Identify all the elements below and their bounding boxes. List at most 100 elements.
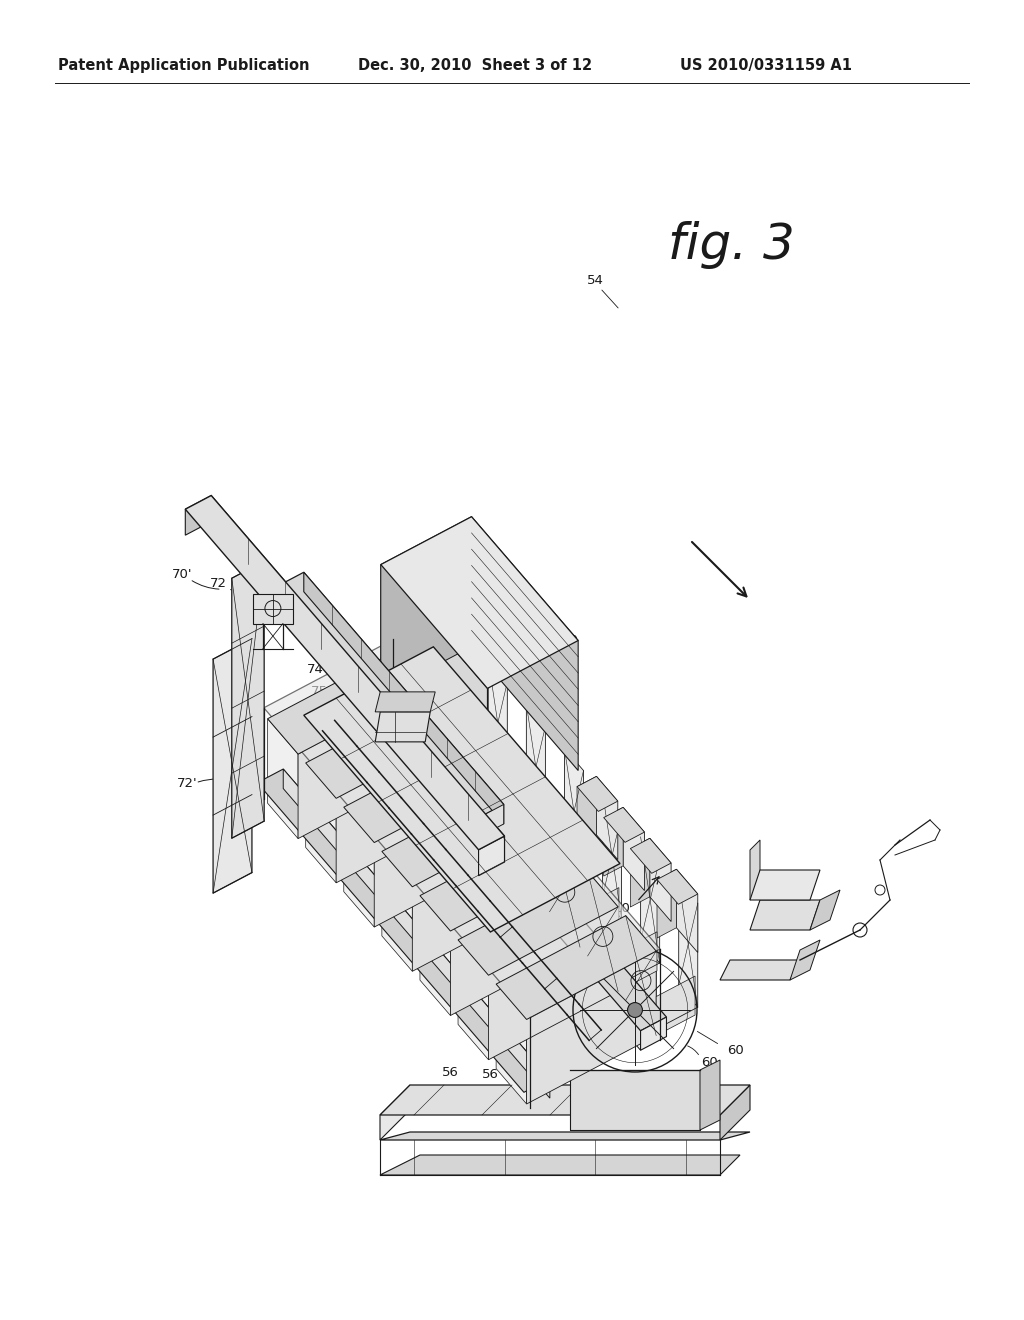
Text: 28: 28 (503, 808, 519, 820)
Text: 20: 20 (431, 708, 447, 721)
Polygon shape (596, 776, 617, 859)
Text: 60: 60 (727, 1044, 743, 1056)
Polygon shape (750, 870, 820, 900)
Text: 56: 56 (481, 1068, 499, 1081)
Polygon shape (631, 838, 650, 907)
Polygon shape (382, 783, 542, 887)
Polygon shape (564, 748, 584, 875)
Text: 26: 26 (571, 1048, 588, 1061)
Polygon shape (624, 808, 644, 891)
Polygon shape (381, 516, 579, 689)
Polygon shape (420, 896, 451, 1015)
Polygon shape (570, 1020, 590, 1071)
Text: 23: 23 (460, 763, 477, 776)
Polygon shape (304, 573, 504, 824)
Polygon shape (185, 495, 505, 850)
Polygon shape (413, 818, 542, 972)
Polygon shape (344, 807, 374, 927)
Polygon shape (488, 907, 618, 1060)
Text: 72': 72' (177, 777, 198, 791)
Polygon shape (488, 660, 507, 787)
Polygon shape (750, 840, 760, 900)
Polygon shape (185, 495, 211, 535)
Text: 51: 51 (396, 750, 414, 763)
Polygon shape (380, 1085, 750, 1115)
Polygon shape (213, 639, 252, 894)
Polygon shape (471, 516, 579, 771)
Polygon shape (604, 808, 644, 842)
Polygon shape (306, 763, 336, 883)
Polygon shape (750, 900, 820, 931)
Polygon shape (375, 692, 435, 711)
Polygon shape (264, 639, 660, 1018)
Polygon shape (657, 870, 677, 939)
Polygon shape (382, 851, 413, 972)
Polygon shape (381, 565, 487, 818)
Polygon shape (374, 708, 667, 1031)
Text: US 2010/0331159 A1: US 2010/0331159 A1 (680, 58, 852, 73)
Polygon shape (375, 711, 430, 742)
Polygon shape (253, 594, 293, 623)
Polygon shape (306, 694, 466, 799)
Polygon shape (604, 808, 624, 876)
Polygon shape (700, 1060, 720, 1130)
Polygon shape (618, 932, 657, 991)
Polygon shape (285, 573, 504, 814)
Polygon shape (257, 770, 550, 1093)
Polygon shape (231, 561, 264, 838)
Polygon shape (381, 516, 471, 694)
Polygon shape (374, 721, 641, 1051)
Text: fig. 3: fig. 3 (668, 220, 795, 269)
Polygon shape (304, 647, 620, 932)
Polygon shape (380, 1085, 410, 1140)
Polygon shape (211, 495, 505, 862)
Polygon shape (458, 871, 618, 975)
Polygon shape (451, 863, 580, 1015)
Polygon shape (511, 783, 542, 903)
Polygon shape (374, 774, 504, 927)
Polygon shape (496, 916, 656, 1019)
Polygon shape (380, 1155, 740, 1175)
Text: 70': 70' (172, 568, 193, 581)
Polygon shape (588, 871, 618, 991)
Polygon shape (679, 882, 697, 1007)
Polygon shape (810, 890, 840, 931)
Text: Dec. 30, 2010  Sheet 3 of 12: Dec. 30, 2010 Sheet 3 of 12 (358, 58, 592, 73)
Text: 60: 60 (701, 1056, 719, 1068)
Polygon shape (626, 916, 656, 1036)
Polygon shape (380, 1133, 750, 1140)
Polygon shape (267, 718, 298, 838)
Polygon shape (344, 739, 504, 842)
Polygon shape (580, 887, 618, 948)
Text: 54: 54 (587, 273, 603, 286)
Polygon shape (526, 704, 546, 830)
Text: Patent Application Publication: Patent Application Publication (58, 58, 309, 73)
Polygon shape (526, 952, 656, 1104)
Polygon shape (267, 651, 428, 754)
Polygon shape (496, 985, 526, 1104)
Polygon shape (550, 828, 580, 948)
Polygon shape (570, 1071, 700, 1130)
Polygon shape (650, 838, 671, 921)
Polygon shape (577, 776, 596, 845)
Polygon shape (677, 870, 697, 953)
Polygon shape (657, 870, 697, 904)
Polygon shape (504, 799, 543, 859)
Polygon shape (473, 739, 504, 859)
Polygon shape (298, 685, 428, 838)
Polygon shape (720, 960, 800, 979)
Text: 72: 72 (210, 577, 226, 590)
Polygon shape (435, 694, 466, 814)
Polygon shape (484, 804, 504, 834)
Text: 30: 30 (561, 634, 579, 647)
Polygon shape (790, 940, 820, 979)
Polygon shape (420, 828, 580, 931)
Polygon shape (466, 755, 505, 814)
Polygon shape (336, 730, 466, 883)
Text: 10: 10 (613, 903, 631, 915)
Polygon shape (577, 776, 617, 812)
Polygon shape (458, 940, 488, 1060)
Polygon shape (656, 975, 695, 1036)
Polygon shape (602, 792, 622, 919)
Polygon shape (284, 770, 550, 1098)
